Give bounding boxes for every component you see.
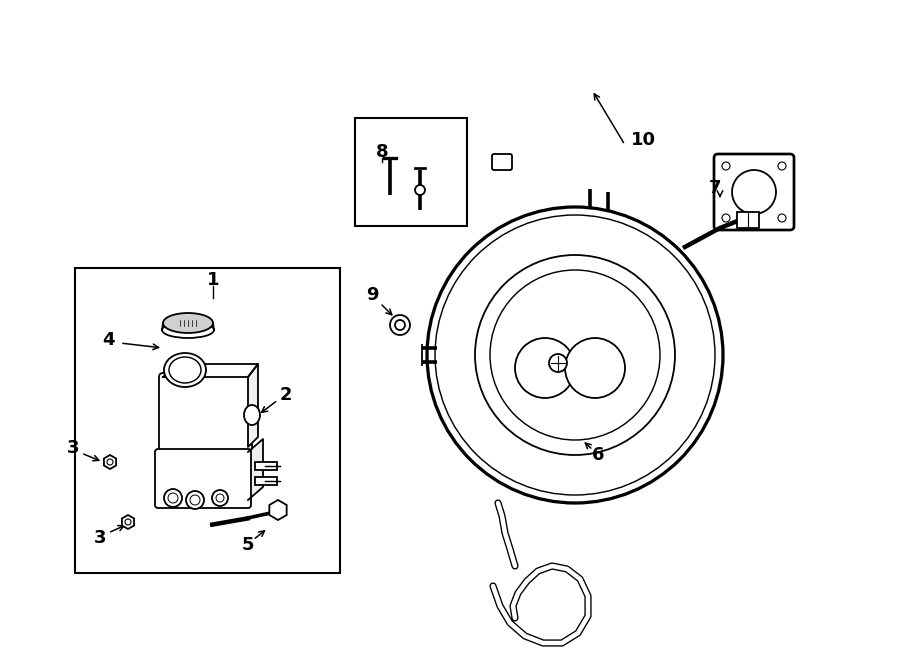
Circle shape [390, 315, 410, 335]
Circle shape [212, 490, 228, 506]
Polygon shape [248, 439, 263, 500]
Circle shape [732, 170, 776, 214]
Text: 9: 9 [365, 286, 378, 304]
Text: 2: 2 [280, 386, 292, 404]
Circle shape [164, 489, 182, 507]
Circle shape [125, 519, 131, 525]
Polygon shape [248, 364, 258, 447]
FancyBboxPatch shape [714, 154, 794, 230]
Text: 3: 3 [94, 529, 106, 547]
Circle shape [549, 354, 567, 372]
FancyBboxPatch shape [155, 449, 251, 508]
Text: 10: 10 [631, 131, 655, 149]
Ellipse shape [163, 313, 213, 333]
Circle shape [190, 495, 200, 505]
Circle shape [515, 338, 575, 398]
Circle shape [107, 459, 113, 465]
Polygon shape [163, 364, 258, 377]
Circle shape [722, 162, 730, 170]
Bar [255, 462, 277, 470]
Text: 7: 7 [709, 179, 721, 197]
Ellipse shape [164, 353, 206, 387]
Circle shape [475, 255, 675, 455]
Circle shape [186, 491, 204, 509]
Circle shape [395, 320, 405, 330]
Circle shape [778, 214, 786, 222]
Text: 4: 4 [102, 331, 114, 349]
Circle shape [778, 162, 786, 170]
Circle shape [415, 185, 425, 195]
Bar [75, 268, 340, 573]
Bar [255, 477, 277, 485]
Bar [355, 118, 467, 226]
Bar [737, 212, 759, 228]
Text: 5: 5 [242, 536, 254, 554]
Ellipse shape [169, 357, 201, 383]
FancyBboxPatch shape [492, 154, 512, 170]
Circle shape [722, 214, 730, 222]
Circle shape [427, 207, 723, 503]
Ellipse shape [162, 322, 214, 338]
Ellipse shape [244, 405, 260, 425]
Circle shape [168, 493, 178, 503]
Text: 1: 1 [207, 271, 220, 289]
FancyBboxPatch shape [159, 373, 252, 451]
Text: 8: 8 [375, 143, 388, 161]
Circle shape [565, 338, 625, 398]
Text: 6: 6 [592, 446, 604, 464]
Text: 3: 3 [67, 439, 79, 457]
Circle shape [216, 494, 224, 502]
